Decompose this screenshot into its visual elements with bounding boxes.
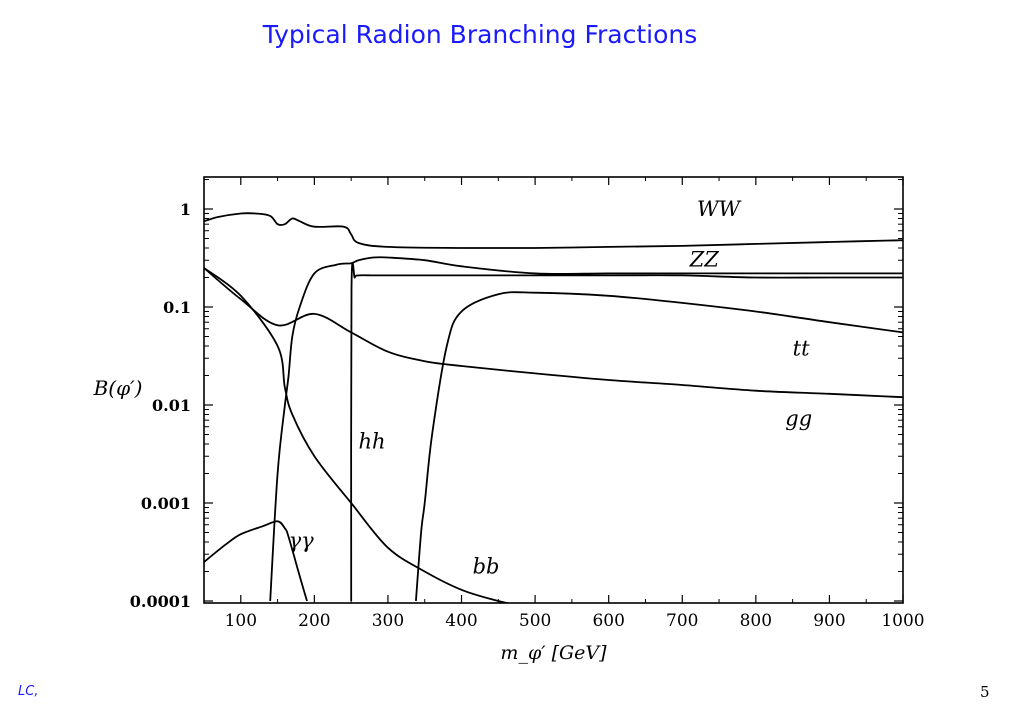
x-tick-label: 100 [225,611,257,631]
x-tick-label: 200 [298,611,330,631]
curve-label-γγ: γγ [289,529,315,553]
x-tick-label: 600 [592,611,624,631]
y-tick-label: 0.0001 [130,592,191,611]
curve-label-hh: hh [359,429,386,453]
x-tick-label: 700 [666,611,698,631]
x-tick-label: 1000 [881,611,924,631]
curve-label-ZZ: ZZ [689,247,720,271]
y-axis-label: B(φ′) [93,376,143,400]
page-number: 5 [980,683,990,701]
curve-label-bb: bb [473,555,500,579]
x-tick-label: 800 [740,611,772,631]
series-bb-line [204,267,512,603]
x-tick-label: 500 [519,611,551,631]
curve-label-WW: WW [697,197,743,221]
y-tick-label: 1 [180,200,191,219]
x-axis-label: m_φ′ [GeV] [500,642,607,664]
slide-title: Typical Radion Branching Fractions [262,20,698,49]
y-tick-label: 0.1 [163,298,191,317]
axes-layer: 100 200 300 400 500 600 700 800 900 1000 1 0.1 0.01 0… [93,177,925,664]
series-hh-line [350,261,903,602]
series-ZZ-line [269,256,903,602]
curve-label-gg: gg [785,406,812,430]
y-tick-label: 0.001 [141,494,191,513]
x-tick-label: 900 [813,611,845,631]
curves-layer [204,212,903,603]
plot-area [203,176,904,604]
series-WW-line [204,212,903,250]
x-tick-label: 400 [445,611,477,631]
series-γγ-line [204,520,308,602]
curve-label-tt: tt [793,336,810,360]
series-tt-line [415,291,903,602]
x-tick-label: 300 [372,611,404,631]
y-tick-label: 0.01 [152,396,191,415]
plot-frame [203,176,904,604]
series-gg-line [204,267,903,399]
footer-left: LC, [18,684,39,699]
